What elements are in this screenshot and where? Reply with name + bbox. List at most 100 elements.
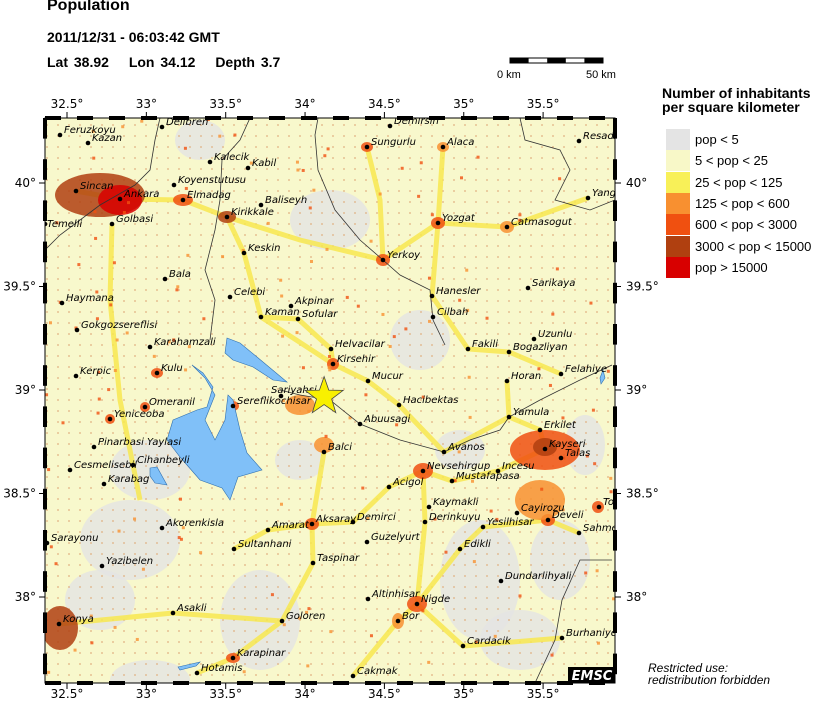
- city-uzunlu[interactable]: Uzunlu: [531, 329, 573, 342]
- city-mucur[interactable]: Mucur: [365, 371, 404, 384]
- city-taspinar[interactable]: Taspinar: [310, 553, 360, 566]
- city-sincan[interactable]: Sincan: [73, 181, 114, 194]
- city-horan[interactable]: Horan: [504, 371, 542, 384]
- city-cilbah[interactable]: Cilbah: [430, 307, 469, 320]
- city-karahamzali[interactable]: Karahamzali: [147, 337, 216, 350]
- city-bala[interactable]: Bala: [162, 269, 191, 282]
- city-yozgat[interactable]: Yozgat: [435, 213, 476, 226]
- city-edikli[interactable]: Edikli: [457, 539, 491, 552]
- city-incesu[interactable]: Incesu: [495, 461, 535, 474]
- city-feruzkoyu[interactable]: Feruzkoyu: [57, 125, 116, 138]
- city-kirikkale[interactable]: Kirikkale: [224, 207, 274, 220]
- city-amarat[interactable]: Amarat: [265, 520, 310, 533]
- city-yazibelen[interactable]: Yazibelen: [99, 556, 153, 569]
- village-mark: [186, 253, 190, 257]
- city-cihanbeyli[interactable]: Cihanbeyli: [130, 455, 190, 468]
- city-label: Yamula: [513, 407, 549, 418]
- legend-item: 3000 < pop < 15000: [666, 235, 821, 257]
- city-dot: [73, 188, 79, 194]
- city-dundarlihyali[interactable]: Dundarlihyali: [498, 571, 572, 584]
- city-nigde[interactable]: Nigde: [414, 594, 450, 607]
- city-yamula[interactable]: Yamula: [506, 407, 550, 420]
- city-demirsin[interactable]: Demirsin: [387, 116, 439, 129]
- city-kayseri[interactable]: Kayseri: [542, 439, 586, 452]
- village-mark: [90, 641, 94, 645]
- city-cesmelisebil[interactable]: Cesmelisebil: [67, 460, 138, 473]
- city-yerkoy[interactable]: Yerkoy: [380, 250, 421, 263]
- city-bor[interactable]: Bor: [395, 611, 420, 624]
- city-derinkuyu[interactable]: Derinkuyu: [422, 512, 481, 525]
- city-goloren[interactable]: Goloren: [279, 611, 326, 624]
- city-felahiye[interactable]: Felahiye: [558, 364, 607, 377]
- city-yangi[interactable]: Yangi: [585, 188, 619, 201]
- city-hacibektas[interactable]: Hacibektas: [396, 395, 459, 408]
- city-demirci[interactable]: Demirci: [350, 512, 396, 525]
- city-pinarbasi-yaylasi[interactable]: Pinarbasi Yaylasi: [91, 437, 182, 450]
- city-abuusagi[interactable]: Abuusagi: [357, 414, 411, 427]
- city-akpinar[interactable]: Akpinar: [288, 296, 335, 309]
- city-catmasogut[interactable]: Catmasogut: [504, 217, 573, 230]
- city-resadiye[interactable]: Resadiye: [576, 131, 629, 144]
- city-sarayonu[interactable]: Sarayonu: [45, 533, 99, 546]
- city-alaca[interactable]: Alaca: [440, 137, 475, 150]
- city-acigol[interactable]: Acigol: [386, 477, 424, 490]
- city-kulu[interactable]: Kulu: [154, 363, 183, 376]
- city-guzelyurt[interactable]: Guzelyurt: [364, 532, 421, 545]
- city-hanesler[interactable]: Hanesler: [429, 286, 482, 299]
- city-sultanhani[interactable]: Sultanhani: [231, 539, 292, 552]
- city-akorenkisla[interactable]: Akorenkisla: [159, 518, 224, 531]
- city-nevsehirgup[interactable]: Nevsehirgup: [420, 461, 490, 474]
- city-kerpic[interactable]: Kerpic: [73, 366, 112, 379]
- city-temelli[interactable]: Temelli: [43, 219, 83, 230]
- city-sofular[interactable]: Sofular: [295, 309, 339, 322]
- city-elmadag[interactable]: Elmadag: [180, 190, 231, 203]
- city-sahmeran[interactable]: Sahmeran: [576, 523, 635, 536]
- city-tomarza[interactable]: Tomarza: [596, 497, 646, 510]
- city-helvacilar[interactable]: Helvacilar: [328, 339, 386, 352]
- city-develi[interactable]: Develi: [545, 510, 584, 523]
- city-ankara[interactable]: Ankara: [117, 189, 160, 202]
- city-cardacik[interactable]: Cardacik: [460, 636, 512, 649]
- city-kaman[interactable]: Kaman: [258, 307, 300, 320]
- city-baliseyh[interactable]: Baliseyh: [258, 195, 307, 208]
- city-keskin[interactable]: Keskin: [241, 243, 281, 256]
- city-kaymakli[interactable]: Kaymakli: [426, 497, 479, 510]
- city-avanos[interactable]: Avanos: [441, 442, 485, 455]
- city-hotamis[interactable]: Hotamis: [194, 663, 243, 676]
- city-delibren[interactable]: Delibren: [159, 117, 209, 130]
- city-burhaniye[interactable]: Burhaniye: [559, 628, 617, 641]
- city-kirsehir[interactable]: Kirsehir: [330, 354, 376, 367]
- city-sungurlu[interactable]: Sungurlu: [364, 137, 416, 150]
- city-kabil[interactable]: Kabil: [245, 158, 277, 171]
- city-mustafapasa[interactable]: Mustafapasa: [449, 471, 520, 484]
- city-sarikaya[interactable]: Sarikaya: [525, 278, 576, 291]
- city-karapinar[interactable]: Karapinar: [230, 648, 286, 661]
- epicenter-star-icon[interactable]: [303, 375, 345, 414]
- city-haymana[interactable]: Haymana: [59, 293, 114, 306]
- city-altinhisar[interactable]: Altinhisar: [365, 589, 420, 602]
- city-asakli[interactable]: Asakli: [170, 603, 207, 616]
- city-koyenstutusu[interactable]: Koyenstutusu: [171, 175, 246, 188]
- city-gokgozsereflisi[interactable]: Gokgozsereflisi: [74, 320, 158, 333]
- city-golbasi[interactable]: Golbasi: [109, 214, 154, 227]
- city-fakili[interactable]: Fakili: [465, 339, 499, 352]
- city-karabag[interactable]: Karabag: [101, 474, 150, 487]
- city-erkilet[interactable]: Erkilet: [537, 420, 577, 433]
- city-aksaray[interactable]: Aksaray: [309, 514, 358, 527]
- city-yesilhisar[interactable]: Yesilhisar: [480, 517, 535, 530]
- city-yeniceoba[interactable]: Yeniceoba: [107, 409, 165, 422]
- city-talas[interactable]: Talas: [558, 448, 591, 461]
- city-konya[interactable]: Konya: [56, 614, 94, 627]
- city-kalecik[interactable]: Kalecik: [207, 152, 251, 165]
- city-kazan[interactable]: Kazan: [85, 133, 122, 146]
- city-cakmak[interactable]: Cakmak: [350, 666, 399, 679]
- city-sariyahsi[interactable]: Sariyahsi: [271, 385, 317, 399]
- city-label: Cardacik: [467, 636, 512, 647]
- city-sereflikochisar[interactable]: Sereflikochisar: [230, 396, 312, 409]
- city-celebi[interactable]: Celebi: [227, 287, 266, 300]
- city-balci[interactable]: Balci: [321, 442, 353, 455]
- city-cayirozu[interactable]: Cayirozu: [514, 503, 565, 516]
- city-bogazliyan[interactable]: Bogazliyan: [506, 342, 568, 355]
- city-omeranil[interactable]: Omeranil: [142, 397, 195, 410]
